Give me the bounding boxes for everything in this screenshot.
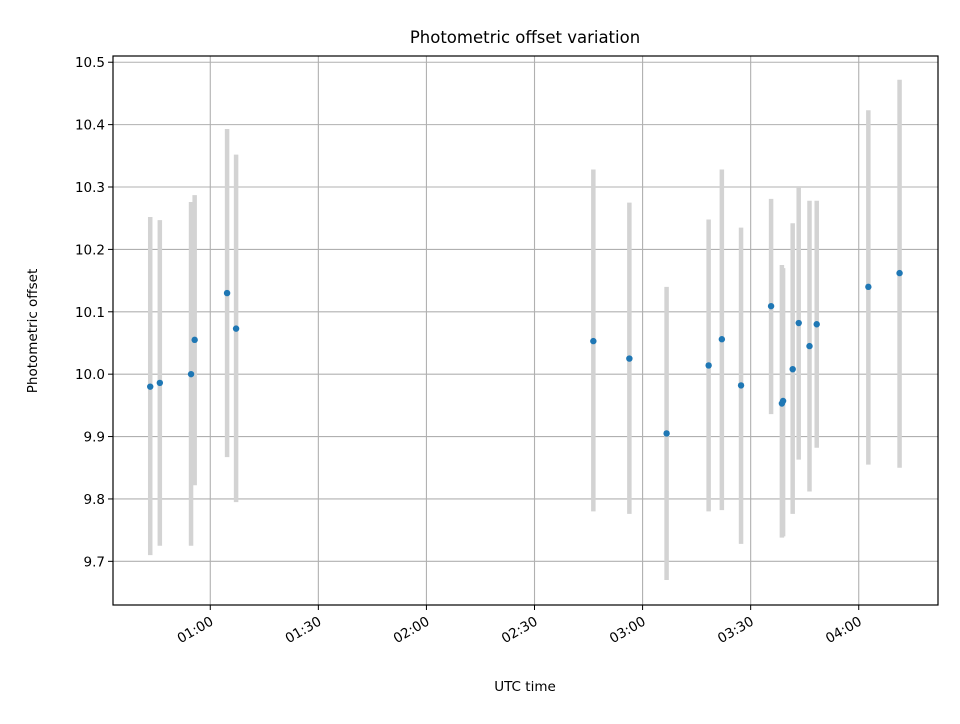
data-point <box>232 325 240 332</box>
data-point <box>896 269 903 277</box>
data-point <box>156 379 164 387</box>
data-point <box>767 302 775 310</box>
y-tick-label: 9.8 <box>84 492 105 508</box>
data-point <box>663 430 670 437</box>
y-axis-label: Photometric offset <box>25 269 41 393</box>
y-tick-label: 10.0 <box>75 367 105 383</box>
y-tick-label: 10.4 <box>75 118 105 134</box>
axes-frame <box>112 55 939 606</box>
data-point <box>795 319 802 327</box>
grid <box>113 56 938 605</box>
y-tick-label: 9.9 <box>84 430 105 446</box>
data-point <box>813 321 820 328</box>
chart-title: Photometric offset variation <box>410 28 640 47</box>
x-axis-label: UTC time <box>494 679 556 695</box>
data-point <box>865 283 872 291</box>
y-tick-label: 10.1 <box>75 305 105 321</box>
y-tick-label: 9.7 <box>84 554 105 570</box>
data-point <box>806 342 813 350</box>
data-points <box>147 269 903 437</box>
data-point <box>147 383 154 390</box>
y-tick-label: 10.2 <box>75 242 105 258</box>
y-tick-label: 10.3 <box>75 180 105 196</box>
data-point <box>590 337 597 345</box>
data-point <box>737 382 745 389</box>
data-point <box>626 355 633 362</box>
data-point <box>705 362 712 369</box>
data-point <box>191 336 198 344</box>
data-point <box>779 397 787 405</box>
data-point <box>789 365 796 373</box>
y-tick-label: 10.5 <box>75 55 105 71</box>
data-point <box>223 289 231 297</box>
y-ticks: 9.7 9.8 9.9 10.0 10.1 10.2 10.3 10.4 10.5 <box>75 55 113 570</box>
data-point <box>187 370 195 378</box>
data-point <box>718 336 726 343</box>
